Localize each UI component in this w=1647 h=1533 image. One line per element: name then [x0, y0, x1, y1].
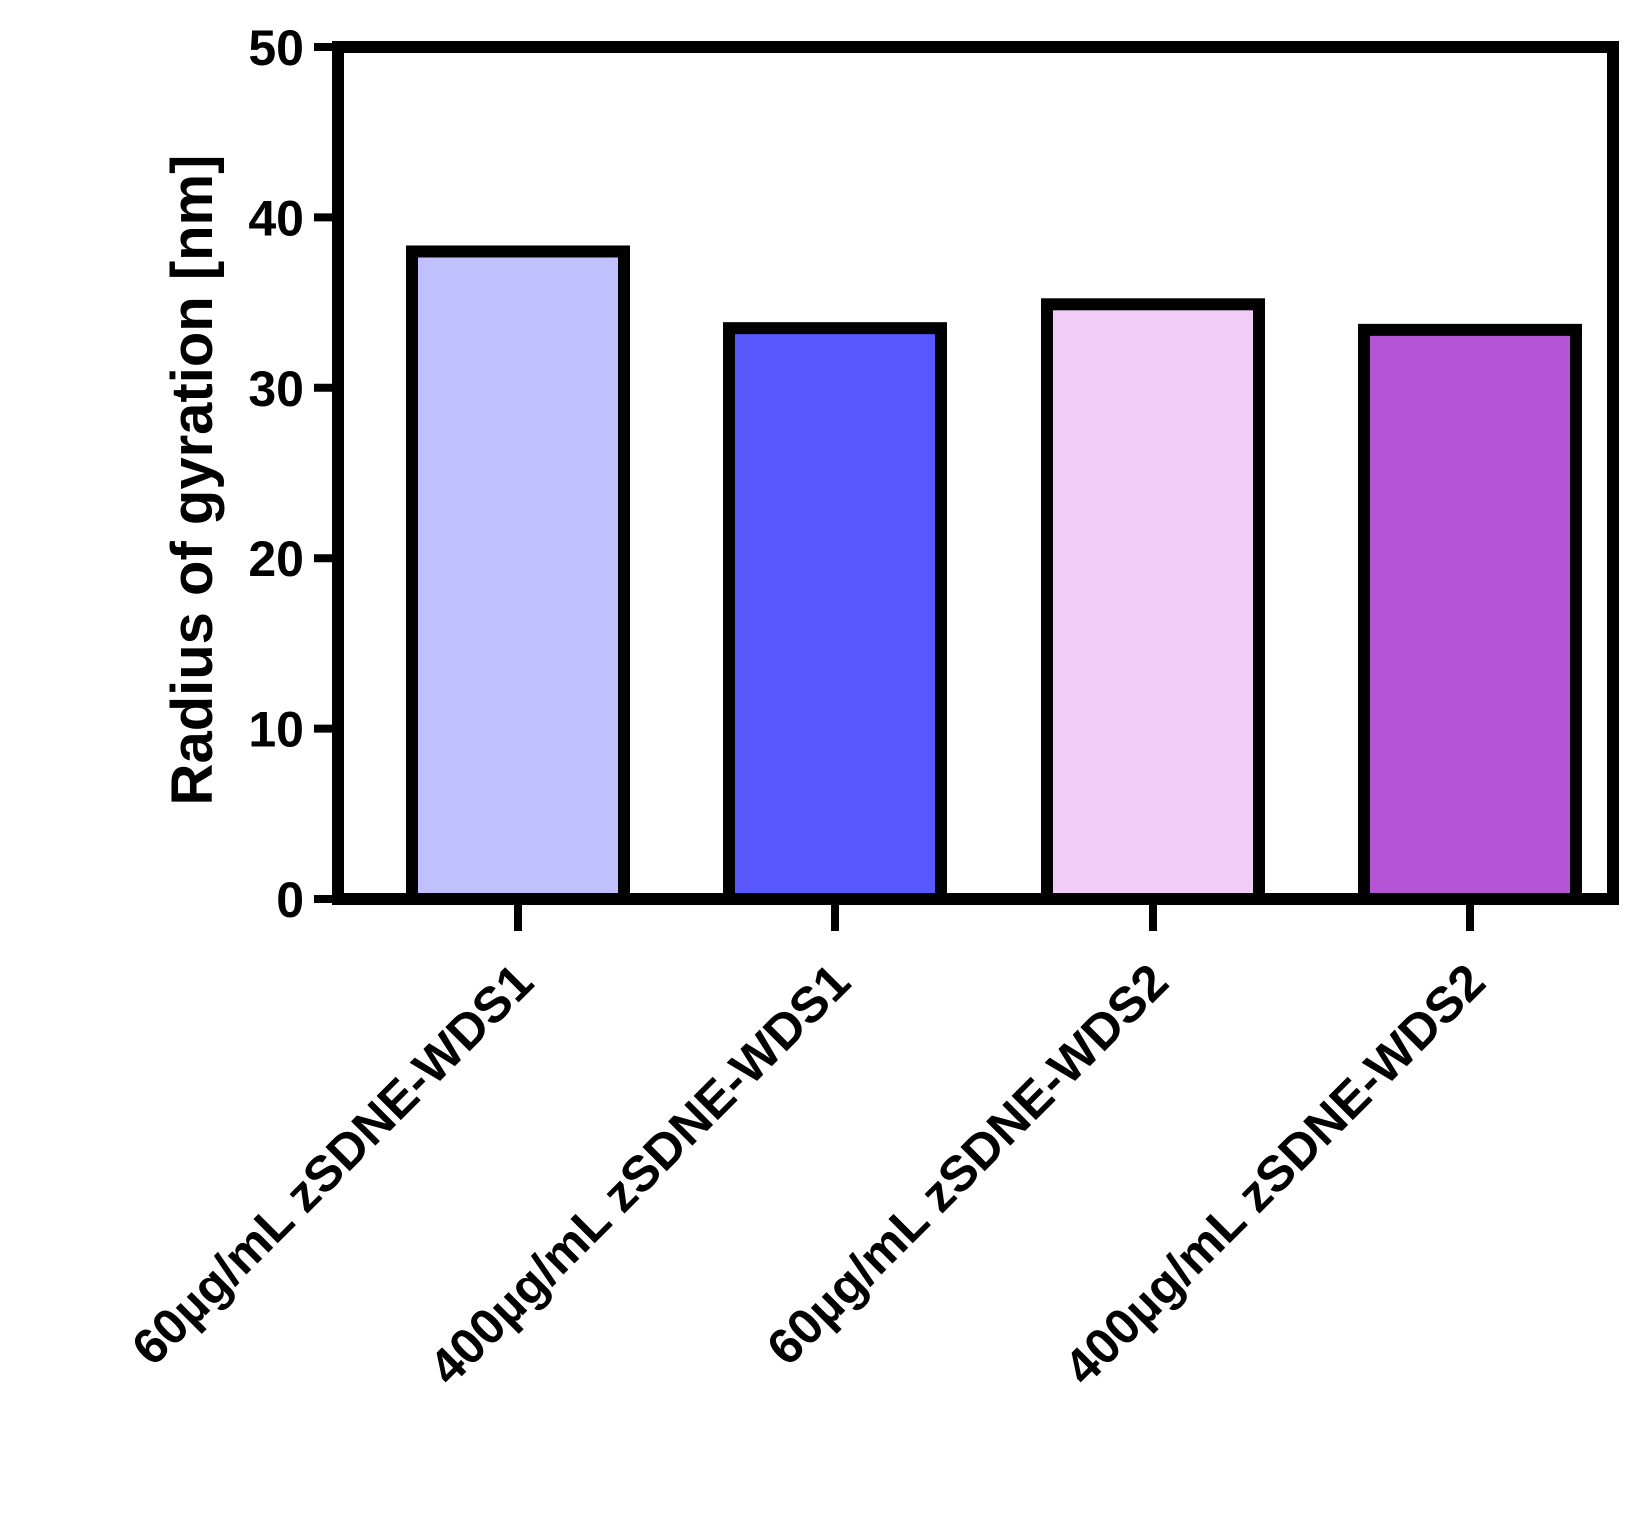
plot-frame — [332, 41, 1619, 905]
y-axis: 0 10 20 30 40 50 — [248, 20, 338, 928]
bar — [723, 322, 947, 906]
y-tick-label: 30 — [248, 361, 304, 417]
y-tick-label: 20 — [248, 531, 304, 587]
bars — [406, 245, 1582, 906]
y-tick-label: 0 — [276, 872, 304, 928]
y-axis-title: Radius of gyration [nm] — [160, 155, 225, 806]
y-tick-label: 40 — [248, 190, 304, 246]
bar — [1041, 298, 1265, 905]
y-tick-label: 10 — [248, 702, 304, 758]
bar — [1358, 323, 1582, 905]
bar — [406, 245, 630, 906]
y-tick-label: 50 — [248, 20, 304, 76]
